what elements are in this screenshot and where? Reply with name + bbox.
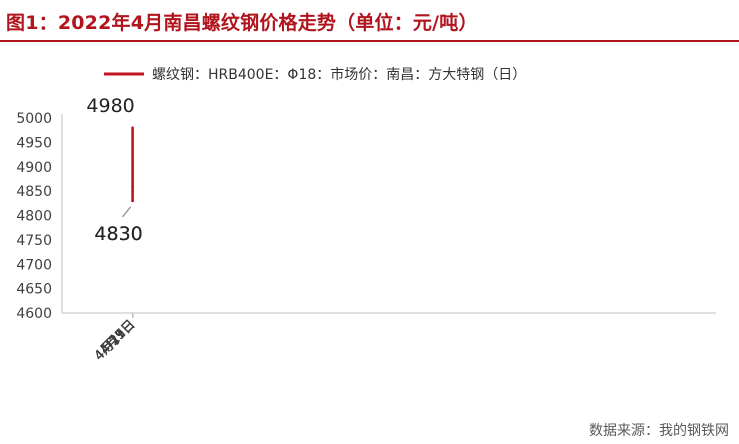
title-underline — [0, 40, 739, 42]
data-source-note: 数据来源：我的钢铁网 — [589, 423, 729, 439]
y-tick-label: 4650 — [16, 282, 52, 298]
y-tick-label: 4850 — [16, 184, 52, 200]
x-tick-label: 4月29日 — [92, 317, 139, 364]
data-point — [131, 131, 134, 134]
data-point — [131, 165, 134, 168]
y-tick-label: 5000 — [16, 111, 52, 127]
data-point — [131, 185, 134, 188]
data-point — [131, 180, 134, 183]
data-point — [131, 189, 134, 193]
data-point — [131, 126, 134, 129]
annotation-label: 4830 — [94, 223, 142, 245]
data-point — [131, 199, 134, 203]
data-point — [131, 150, 134, 154]
y-tick-label: 4900 — [16, 160, 52, 176]
y-tick-label: 4950 — [16, 135, 52, 151]
y-tick-label: 4800 — [16, 209, 52, 225]
y-tick-label: 4600 — [16, 306, 52, 322]
chart-title: 图1：2022年4月南昌螺纹钢价格走势（单位：元/吨） — [6, 12, 478, 34]
legend-label: 螺纹钢：HRB400E：Φ18：市场价：南昌：方大特钢（日） — [152, 66, 526, 83]
annotation-label: 4980 — [86, 95, 134, 117]
annotation-leader — [122, 206, 131, 218]
data-point — [131, 170, 134, 173]
annotation-label: 4830 — [94, 223, 142, 245]
data-point — [131, 160, 134, 164]
y-tick-label: 4750 — [16, 233, 52, 249]
y-tick-label: 4700 — [16, 257, 52, 273]
data-point — [131, 175, 134, 178]
data-point — [131, 141, 134, 144]
